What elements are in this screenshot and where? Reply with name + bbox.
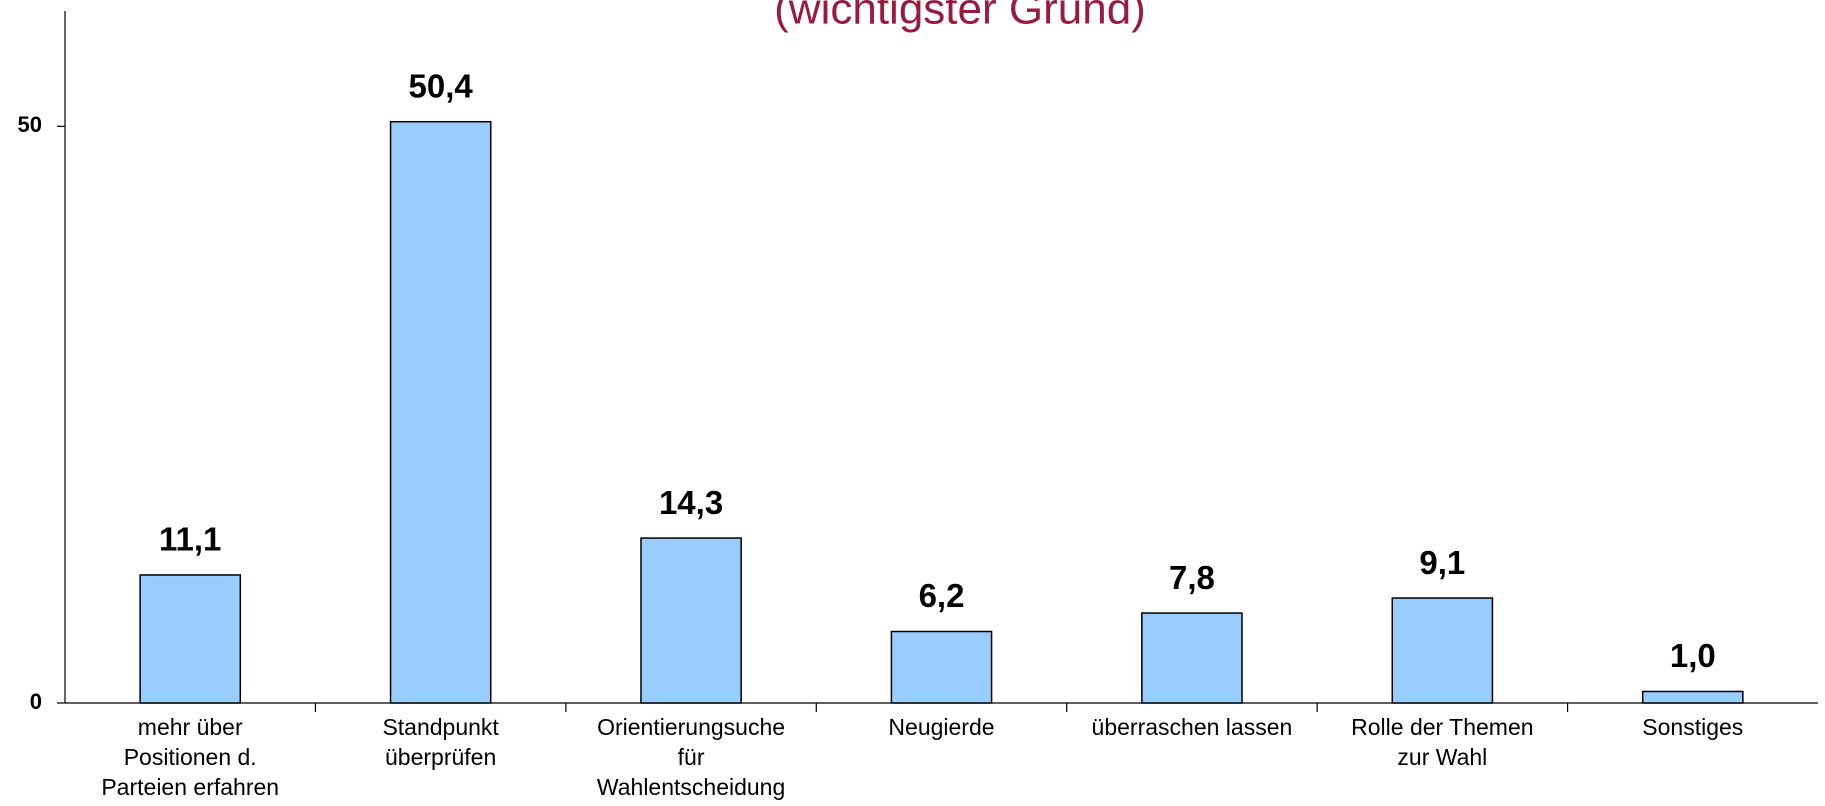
chart-title: (wichtigster Grund) xyxy=(774,0,1146,34)
x-tick-label: Neugierde xyxy=(888,714,994,740)
bar xyxy=(1641,690,1744,704)
x-tick-label: Rolle der Themen xyxy=(1351,714,1533,740)
x-tick-label: überprüfen xyxy=(385,744,496,770)
value-label: 6,2 xyxy=(919,577,965,614)
x-tick-label: Standpunkt xyxy=(382,714,499,740)
y-tick-label: 0 xyxy=(30,689,42,714)
value-label: 7,8 xyxy=(1169,559,1215,596)
x-tick-label: für xyxy=(678,744,705,770)
x-tick-label: mehr über xyxy=(138,714,243,740)
x-tick-label: überraschen lassen xyxy=(1092,714,1293,740)
bar xyxy=(640,537,742,704)
x-tick-label: Positionen d. xyxy=(124,744,257,770)
value-label: 9,1 xyxy=(1419,544,1465,581)
value-label: 11,1 xyxy=(159,521,221,558)
bar xyxy=(1391,597,1494,704)
x-tick-label: zur Wahl xyxy=(1397,744,1487,770)
y-tick-label: 50 xyxy=(18,112,42,137)
bar xyxy=(1141,612,1243,704)
value-label: 14,3 xyxy=(659,484,723,521)
x-tick-label: Orientierungsuche xyxy=(597,714,785,740)
x-tick-label: Parteien erfahren xyxy=(101,774,279,800)
value-label: 50,4 xyxy=(409,67,474,104)
bar xyxy=(139,574,242,704)
x-tick-label: Sonstiges xyxy=(1642,714,1743,740)
x-tick-label: Wahlentscheidung xyxy=(597,774,785,800)
bar xyxy=(890,630,993,704)
value-label: 1,0 xyxy=(1670,637,1716,674)
bar xyxy=(389,120,492,704)
